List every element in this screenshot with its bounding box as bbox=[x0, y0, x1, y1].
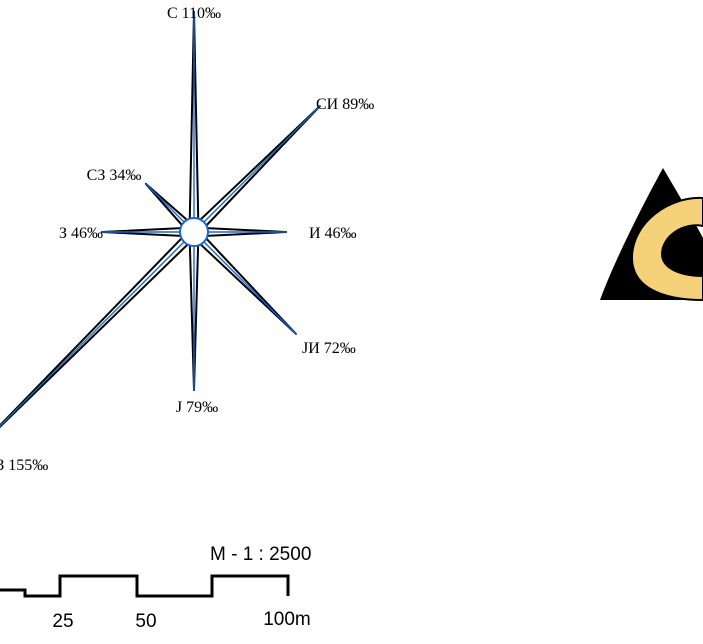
label-northwest: СЗ 34‰ bbox=[87, 167, 142, 184]
wind-rose-rays bbox=[0, 11, 321, 429]
ray-sw bbox=[0, 227, 199, 429]
label-southeast: ЈИ 72‰ bbox=[302, 340, 356, 357]
wind-rose-center-circle bbox=[179, 217, 209, 247]
logo-yellow-swoosh bbox=[630, 196, 703, 302]
scale-title: М - 1 : 2500 bbox=[210, 544, 311, 565]
scale-tick-100m: 100m bbox=[263, 609, 311, 630]
label-west: З 46‰ bbox=[59, 225, 103, 242]
ray-spine-se bbox=[193, 231, 297, 335]
scale-bar-line bbox=[0, 574, 290, 598]
wind-rose: С 110‰ СИ 89‰ И 46‰ ЈИ 72‰ Ј 79‰ ЈЗ 155‰… bbox=[0, 5, 374, 474]
scale-bar: М - 1 : 2500 25 50 100m bbox=[0, 544, 311, 632]
label-southwest: ЈЗ 155‰ bbox=[0, 457, 48, 474]
label-east: И 46‰ bbox=[309, 225, 357, 242]
label-north: С 110‰ bbox=[167, 5, 221, 22]
label-south: Ј 79‰ bbox=[176, 399, 218, 416]
label-northeast: СИ 89‰ bbox=[316, 96, 374, 113]
scale-tick-25: 25 bbox=[52, 611, 73, 632]
scale-tick-50: 50 bbox=[135, 611, 156, 632]
company-logo bbox=[600, 168, 703, 302]
ray-spine-ne bbox=[193, 105, 321, 233]
ray-spine-sw bbox=[0, 231, 195, 427]
